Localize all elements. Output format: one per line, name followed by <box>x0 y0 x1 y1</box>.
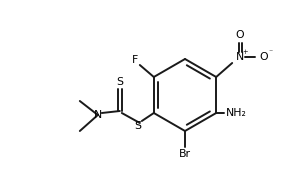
Text: F: F <box>132 55 138 65</box>
Text: Br: Br <box>179 149 191 159</box>
Text: ⁻: ⁻ <box>268 47 272 56</box>
Text: O: O <box>260 52 268 62</box>
Text: NH₂: NH₂ <box>226 108 247 118</box>
Text: N: N <box>94 110 102 120</box>
Text: N: N <box>236 52 244 62</box>
Text: S: S <box>116 77 123 87</box>
Text: +: + <box>242 49 248 55</box>
Text: O: O <box>236 30 244 40</box>
Text: S: S <box>134 121 141 131</box>
